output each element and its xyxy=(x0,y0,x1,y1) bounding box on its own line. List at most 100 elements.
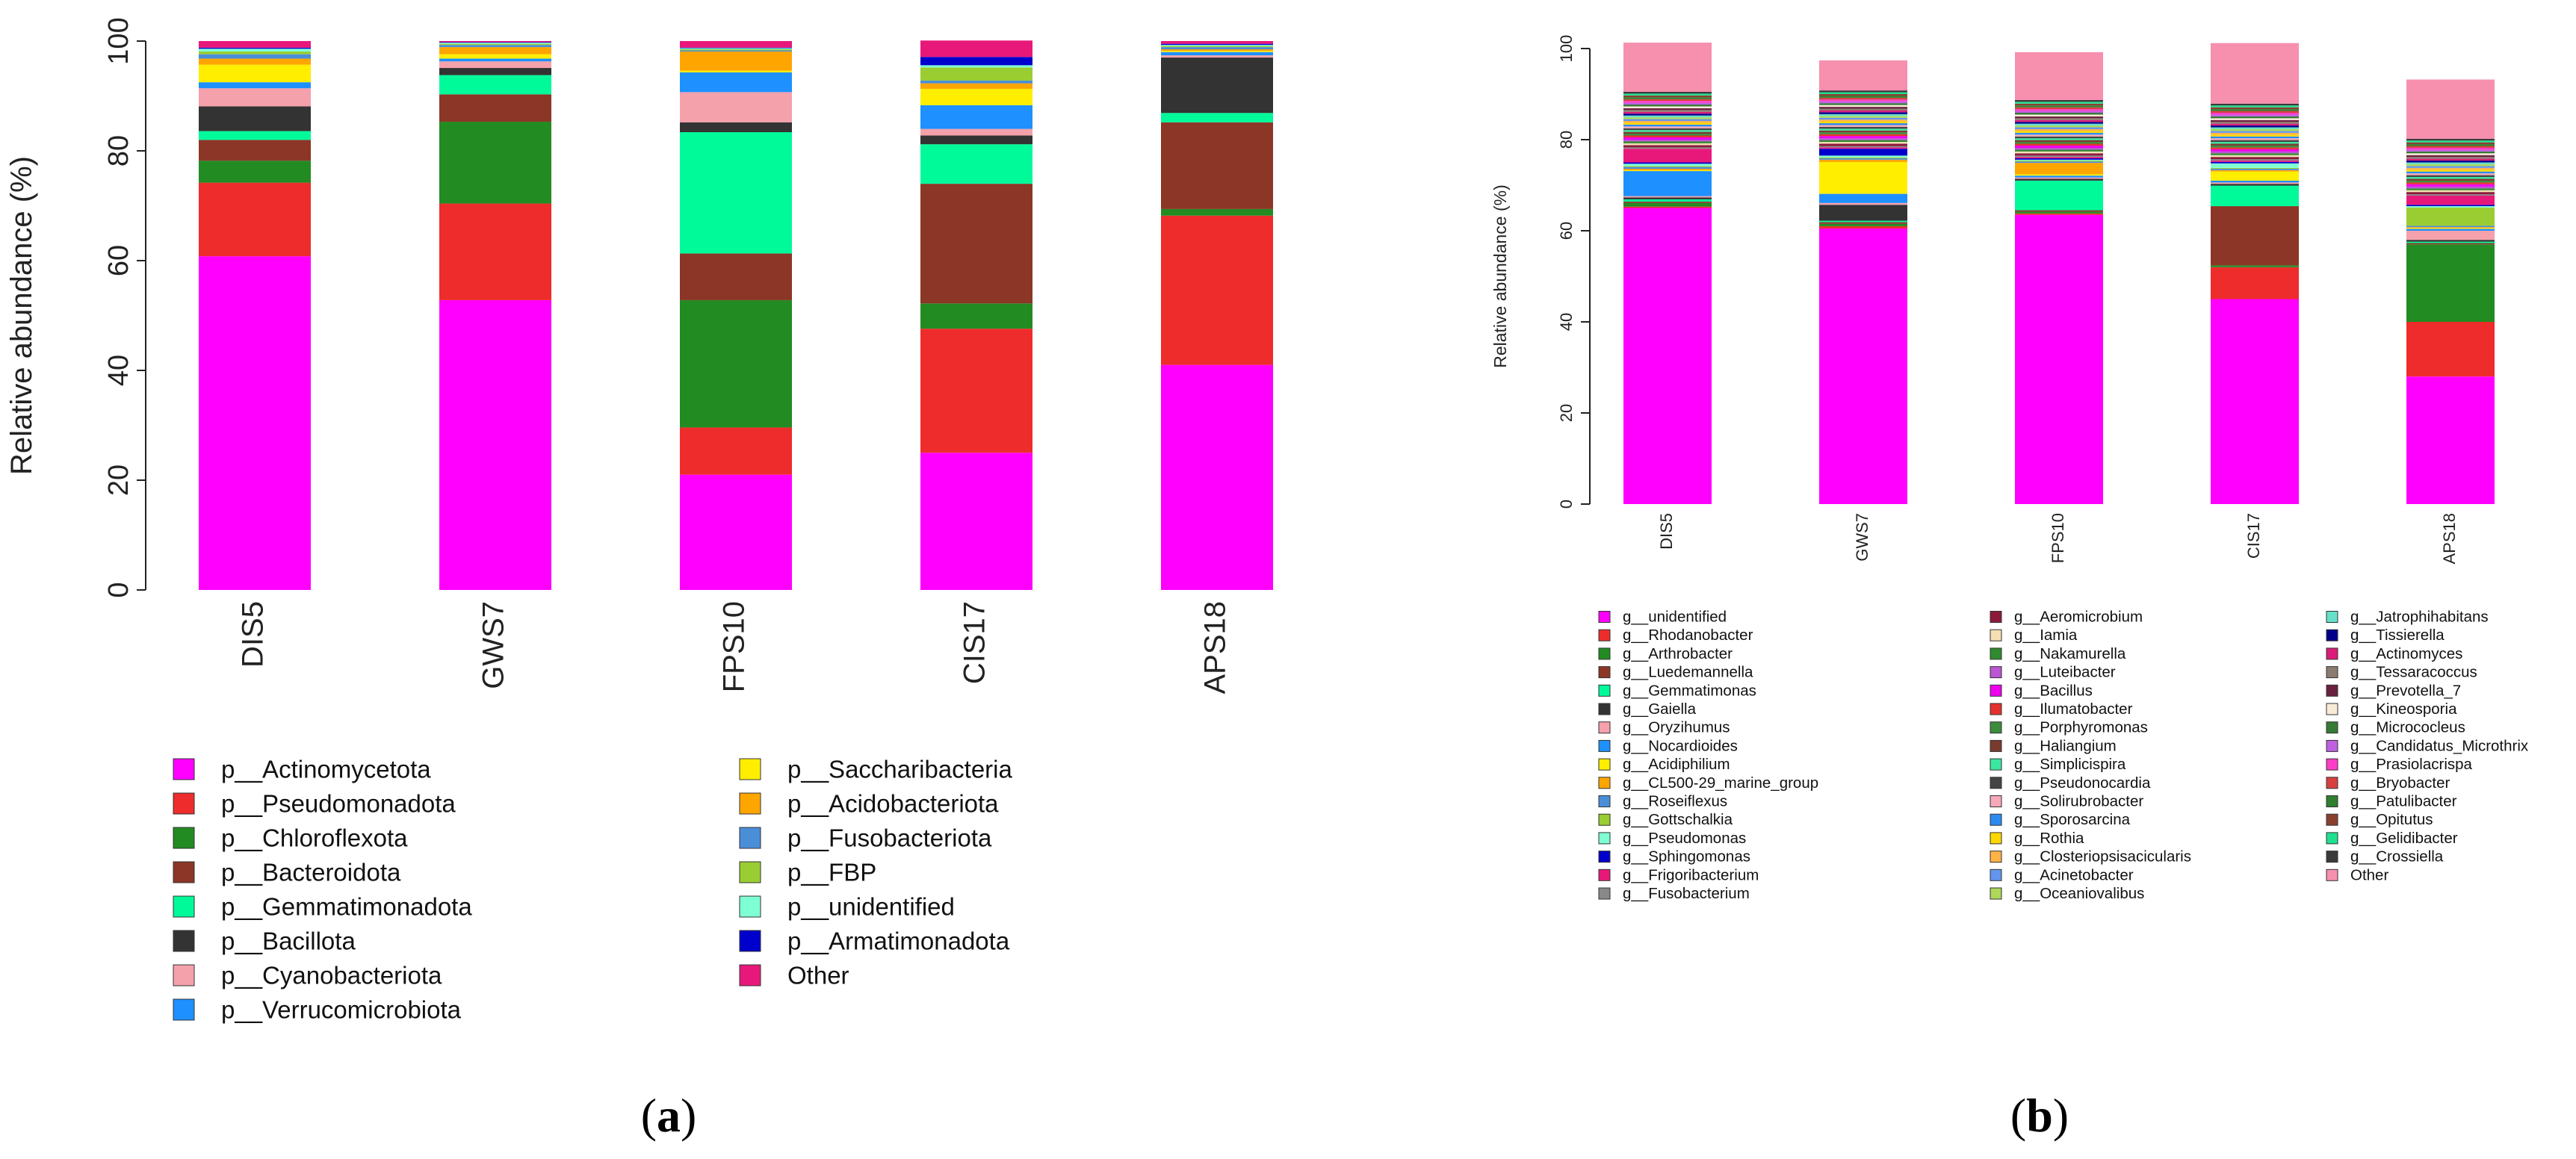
b-legend-swatch xyxy=(1598,758,1611,771)
b-bar-segment xyxy=(1819,119,1907,122)
b-bar-segment xyxy=(1819,136,1907,139)
b-legend-swatch xyxy=(1990,611,2002,623)
b-legend-label: g__Luteibacter xyxy=(2014,664,2116,681)
b-bar-segment xyxy=(2211,138,2299,140)
a-legend-swatch xyxy=(173,758,195,780)
b-bar-segment xyxy=(2211,116,2299,119)
b-legend-swatch xyxy=(1598,795,1611,807)
b-legend-label: g__Gottschalkia xyxy=(1623,811,1733,828)
a-bar-segment xyxy=(439,41,551,43)
b-bar-segment xyxy=(2015,211,2103,214)
a-legend-label: p__unidentified xyxy=(787,893,955,921)
b-bar-segment xyxy=(2406,170,2495,172)
b-bar-segment xyxy=(2015,142,2103,144)
b-bar-segment xyxy=(2015,127,2103,129)
a-bar-segment xyxy=(199,47,311,49)
b-bar-segment xyxy=(1623,93,1712,96)
a-bar-segment xyxy=(439,47,551,55)
a-bar-segment xyxy=(439,58,551,62)
b-legend-label: g__Bacillus xyxy=(2014,682,2093,699)
b-legend-swatch xyxy=(2326,703,2338,715)
b-legend-label: Other xyxy=(2350,866,2388,883)
b-bar-segment xyxy=(2211,153,2299,155)
a-bar-segment xyxy=(1161,215,1273,365)
b-legend-swatch xyxy=(2326,611,2338,623)
b-bar-segment xyxy=(1819,128,1907,131)
b-legend-label: g__Jatrophihabitans xyxy=(2350,609,2489,626)
b-bar-segment xyxy=(2406,144,2495,146)
b-bar-segment xyxy=(1819,155,1907,158)
b-bar-segment xyxy=(1819,202,1907,205)
b-bar-segment xyxy=(1623,95,1712,98)
b-bar-segment xyxy=(2406,162,2495,164)
b-bar-segment xyxy=(1623,143,1712,146)
b-legend-swatch xyxy=(1598,703,1611,715)
a-bar-segment xyxy=(439,68,551,75)
a-bar-segment xyxy=(1161,113,1273,122)
a-bar-segment xyxy=(1161,58,1273,114)
b-legend-swatch xyxy=(1990,647,2002,660)
a-bar-segment xyxy=(1161,208,1273,216)
a-bar-segment xyxy=(439,122,551,204)
b-bar-segment xyxy=(1819,90,1907,93)
a-bar-segment xyxy=(920,144,1032,184)
b-bar-segment xyxy=(2211,159,2299,161)
b-bar-segment xyxy=(2211,128,2299,131)
b-bar-segment xyxy=(1819,114,1907,116)
a-bar-segment xyxy=(1161,122,1273,209)
b-legend-swatch xyxy=(2326,851,2338,863)
a-bar-segment xyxy=(920,128,1032,136)
b-legend-label: g__Haliangium xyxy=(2014,737,2117,754)
b-bar-segment xyxy=(2211,103,2299,106)
b-bar-segment xyxy=(2406,241,2495,243)
b-bar-segment xyxy=(2015,213,2103,215)
b-bar-segment xyxy=(2015,134,2103,137)
a-bar-segment xyxy=(1161,46,1273,48)
b-bar-segment xyxy=(2015,151,2103,154)
b-bar-segment xyxy=(2406,151,2495,154)
b-bar-segment xyxy=(1819,223,1907,226)
b-bar-segment xyxy=(2015,116,2103,119)
b-legend-label: g__Arthrobacter xyxy=(1623,645,1733,662)
a-bar-segment xyxy=(439,61,551,69)
b-bar-segment xyxy=(2211,184,2299,186)
b-bar-segment xyxy=(1623,141,1712,143)
b-legend-label: g__Nocardioides xyxy=(1623,737,1738,754)
b-bar-segment xyxy=(1623,147,1712,149)
b-legend-swatch xyxy=(1598,666,1611,679)
b-bar-segment xyxy=(2211,136,2299,139)
a-bar-segment xyxy=(680,92,792,122)
b-legend-label: g__Fusobacterium xyxy=(1623,885,1750,902)
a-legend-swatch xyxy=(173,895,195,918)
a-bar-segment xyxy=(1161,43,1273,46)
b-y-axis-label: Relative abundance (%) xyxy=(1490,184,1510,367)
a-x-category-label: GWS7 xyxy=(477,601,510,689)
b-bar-segment xyxy=(1623,97,1712,99)
b-legend-swatch xyxy=(2326,647,2338,660)
b-bar-segment xyxy=(2015,125,2103,128)
a-bar-segment xyxy=(920,453,1032,590)
b-bar-segment xyxy=(1819,222,1907,224)
b-bar-segment xyxy=(2406,227,2495,229)
b-bar-segment xyxy=(2211,180,2299,183)
b-bar-segment xyxy=(1819,94,1907,96)
a-bar-segment xyxy=(920,303,1032,329)
a-bar-segment xyxy=(439,75,551,95)
a-bar-segment xyxy=(199,54,311,59)
b-legend-swatch xyxy=(1598,647,1611,660)
b-bar-segment xyxy=(1819,101,1907,104)
a-legend-label: p__Chloroflexota xyxy=(221,824,408,852)
b-bar-segment xyxy=(2015,138,2103,140)
b-bar-segment xyxy=(2211,142,2299,144)
b-bar-segment xyxy=(1819,126,1907,129)
a-bar-segment xyxy=(439,94,551,122)
b-legend-label: g__Acinetobacter xyxy=(2014,866,2134,883)
b-bar-segment xyxy=(2015,99,2103,102)
b-bar-segment xyxy=(2015,177,2103,179)
b-bar-segment xyxy=(1623,120,1712,123)
panel-b-label: (b) xyxy=(2010,1089,2069,1142)
b-legend-swatch xyxy=(2326,666,2338,679)
b-bar-segment xyxy=(2015,52,2103,100)
b-bar-segment xyxy=(2015,109,2103,111)
